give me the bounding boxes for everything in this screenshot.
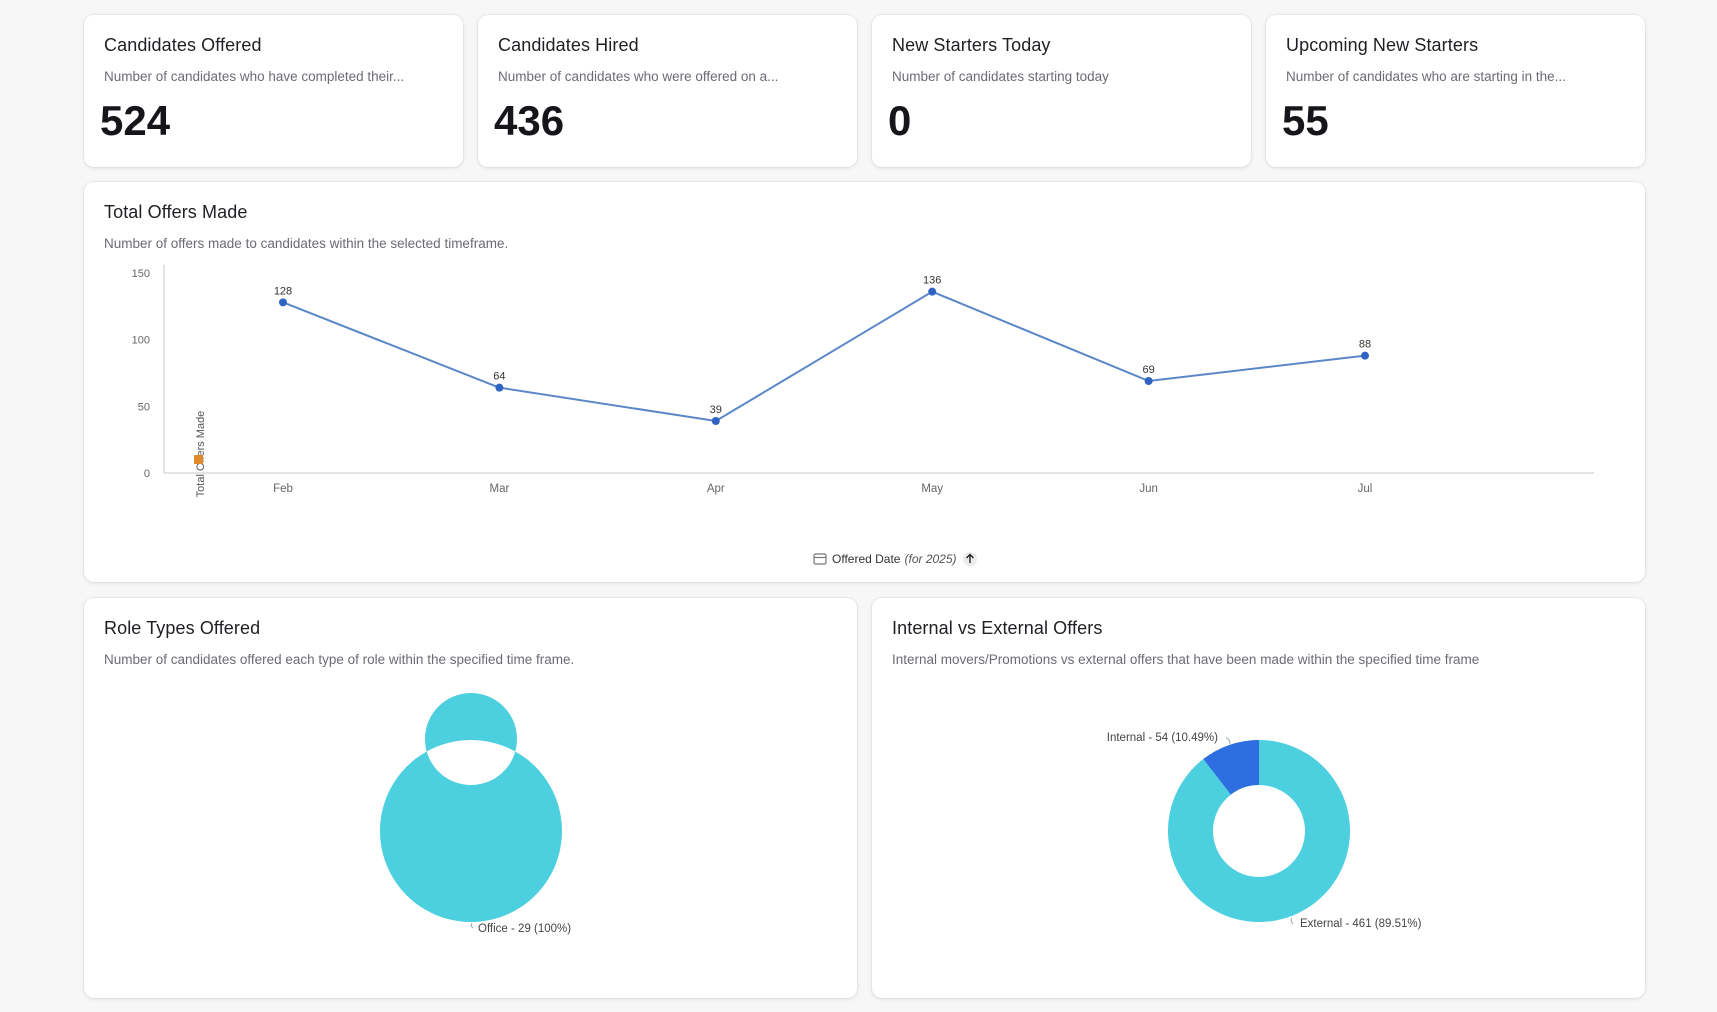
kpi-title: New Starters Today	[892, 35, 1051, 55]
kpi-value: 436	[494, 97, 565, 144]
series-points	[279, 287, 1369, 425]
x-tick-label: Mar	[489, 483, 509, 495]
series-line	[282, 290, 1366, 423]
y-axis-label-group: Total Offers Made	[195, 411, 207, 498]
chart-title: Total Offers Made	[104, 202, 248, 222]
kpi-value: 55	[1282, 97, 1329, 144]
kpi-value: 524	[100, 97, 171, 144]
kpi-card-new-starters-today[interactable]: New Starters Today Number of candidates …	[872, 15, 1251, 167]
label-leader-line	[470, 922, 474, 929]
chart-subtitle: Number of offers made to candidates with…	[104, 236, 509, 251]
calendar-icon	[813, 553, 827, 565]
donut-slice[interactable]	[1168, 740, 1350, 922]
slice-label-office: Office - 29 (100%)	[478, 923, 571, 935]
x-tick-label: Jul	[1358, 483, 1373, 495]
line-chart: 0 50 100 150 Feb Mar Apr May Jun Jul 128 64 39 136 6…	[132, 265, 1594, 566]
data-label: 39	[710, 404, 722, 416]
data-label: 128	[274, 285, 292, 297]
data-point[interactable]	[279, 298, 287, 307]
donut-slice[interactable]	[1203, 740, 1259, 795]
chart-axes	[163, 265, 1594, 474]
x-axis-label-group[interactable]: Offered Date (for 2025)	[813, 552, 977, 566]
internal-external-card: Internal vs External Offers Internal mov…	[872, 598, 1645, 998]
data-label: 64	[493, 371, 505, 383]
donut-slices	[379, 693, 562, 922]
data-label: 136	[923, 275, 941, 287]
data-point[interactable]	[1144, 377, 1153, 385]
y-tick-label: 0	[144, 468, 150, 480]
y-axis-ticks: 0 50 100 150	[132, 268, 150, 480]
chart-subtitle: Internal movers/Promotions vs external o…	[892, 652, 1480, 667]
kpi-card-upcoming-new-starters[interactable]: Upcoming New Starters Number of candidat…	[1266, 15, 1645, 167]
x-tick-label: Feb	[273, 483, 293, 495]
kpi-value: 0	[888, 97, 912, 144]
x-tick-label: May	[921, 483, 943, 495]
role-types-card: Role Types Offered Number of candidates …	[84, 598, 857, 998]
chart-subtitle: Number of candidates offered each type o…	[104, 652, 575, 667]
label-leader-line-internal	[1225, 737, 1231, 745]
x-axis-label-suffix: (for 2025)	[904, 552, 956, 566]
data-point[interactable]	[495, 383, 504, 392]
x-axis-label: Offered Date	[832, 552, 901, 566]
y-axis-label: Total Offers Made	[195, 411, 207, 498]
svg-text:Offered Date(for 2025): Offered Date (for 2025)	[832, 552, 957, 566]
kpi-card-candidates-offered[interactable]: Candidates Offered Number of candidates …	[84, 15, 463, 167]
kpi-subtitle: Number of candidates who are starting in…	[1286, 69, 1566, 84]
y-tick-label: 100	[132, 335, 150, 347]
y-tick-label: 150	[132, 268, 150, 280]
offers-chart-card: Total Offers Made Number of offers made …	[84, 182, 1645, 582]
donut-slice[interactable]	[379, 693, 562, 922]
x-axis-ticks: Feb Mar Apr May Jun Jul	[273, 483, 1372, 495]
arrow-up-icon[interactable]	[963, 552, 977, 566]
kpi-title: Candidates Offered	[104, 35, 262, 55]
data-point[interactable]	[1361, 351, 1369, 360]
y-tick-label: 50	[138, 401, 150, 413]
label-leader-line-external	[1290, 917, 1294, 925]
chart-title: Internal vs External Offers	[892, 618, 1103, 638]
x-tick-label: Jun	[1139, 483, 1158, 495]
kpi-subtitle: Number of candidates who have completed …	[104, 69, 405, 84]
y-axis-icon	[194, 455, 203, 464]
slice-label-external: External - 461 (89.51%)	[1300, 918, 1422, 930]
data-point[interactable]	[928, 287, 937, 296]
data-labels: 128 64 39 136 69 88	[274, 275, 1371, 416]
data-point[interactable]	[711, 417, 720, 425]
donut-slices	[1168, 740, 1350, 922]
chart-title: Role Types Offered	[104, 618, 261, 638]
data-label: 69	[1142, 364, 1154, 376]
kpi-card-candidates-hired[interactable]: Candidates Hired Number of candidates wh…	[478, 15, 857, 167]
donut-chart-roles: Office - 29 (100%)	[379, 693, 571, 935]
data-label: 88	[1359, 339, 1371, 351]
slice-label-internal: Internal - 54 (10.49%)	[1107, 732, 1218, 744]
kpi-title: Candidates Hired	[498, 35, 639, 55]
kpi-title: Upcoming New Starters	[1286, 35, 1479, 55]
kpi-subtitle: Number of candidates who were offered on…	[498, 69, 779, 84]
kpi-subtitle: Number of candidates starting today	[892, 69, 1109, 84]
donut-chart-internal-external: Internal - 54 (10.49%) External - 461 (8…	[1107, 732, 1422, 930]
x-tick-label: Apr	[707, 483, 725, 495]
